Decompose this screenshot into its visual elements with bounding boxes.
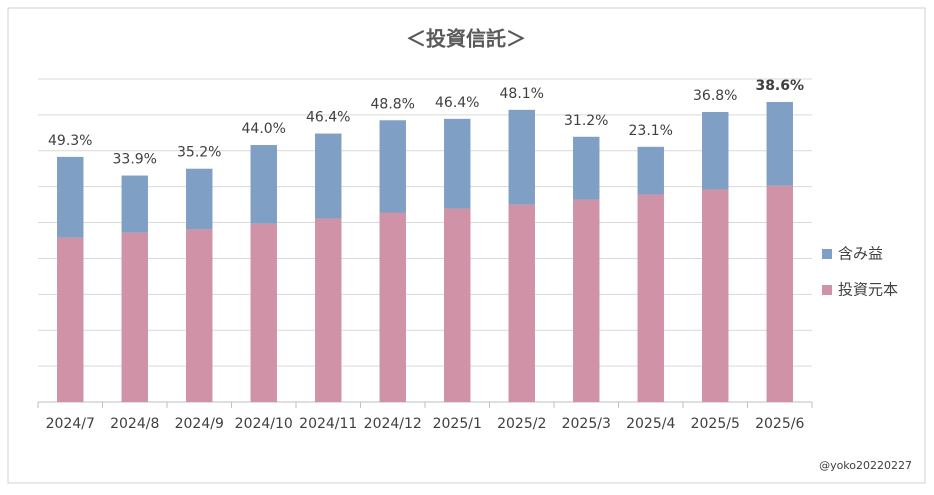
x-tick-label: 2024/11 [299,416,357,432]
legend-swatch [822,285,832,295]
bar-segment [186,229,213,402]
bar-segment [379,120,406,213]
bar-segment [315,133,342,219]
bar-segment [637,194,664,402]
legend-label: 含み益 [838,245,883,263]
bar-segment [57,156,84,238]
x-tick-label: 2025/1 [433,416,482,432]
bar-segment [121,232,148,402]
x-tick-label: 2024/7 [46,416,95,432]
bar-segment [186,168,213,230]
bar-segment [637,146,664,195]
bar-segment [766,101,793,186]
bar-segment [57,237,84,402]
data-label: 23.1% [629,123,673,139]
x-tick-label: 2024/12 [364,416,422,432]
x-tick-label: 2024/10 [235,416,293,432]
bar-segment [508,204,535,402]
bar-segment [573,136,600,200]
data-label: 38.6% [755,78,804,94]
data-label: 31.2% [564,113,608,129]
x-tick-label: 2025/5 [691,416,740,432]
data-label: 35.2% [177,145,221,161]
bar-segment [250,223,277,402]
data-label: 46.4% [306,110,350,126]
bar-segment [444,208,471,402]
data-label: 48.8% [371,96,415,112]
x-tick-label: 2025/2 [497,416,546,432]
bar-segment [315,218,342,402]
data-label: 44.0% [242,121,286,137]
bar-segment [379,212,406,402]
x-tick-label: 2025/6 [755,416,804,432]
legend-swatch [822,249,832,259]
data-label: 36.8% [693,88,737,104]
bar-segment [702,112,729,190]
data-label: 49.3% [48,133,92,149]
chart-title: ＜投資信託＞ [406,27,526,51]
x-tick-label: 2025/3 [562,416,611,432]
bar-segment [508,109,535,205]
x-tick-label: 2024/9 [175,416,224,432]
legend-label: 投資元本 [838,281,898,299]
credit: @yoko20220227 [819,459,912,472]
bar-segment [121,175,148,233]
bar-segment [250,145,277,224]
bar-segment [702,189,729,402]
data-label: 46.4% [435,95,479,111]
bar-segment [766,185,793,402]
x-tick-label: 2025/4 [626,416,675,432]
bar-segment [573,199,600,402]
bar-segment [444,118,471,209]
data-label: 48.1% [500,86,544,102]
x-tick-label: 2024/8 [110,416,159,432]
data-label: 33.9% [113,152,157,168]
